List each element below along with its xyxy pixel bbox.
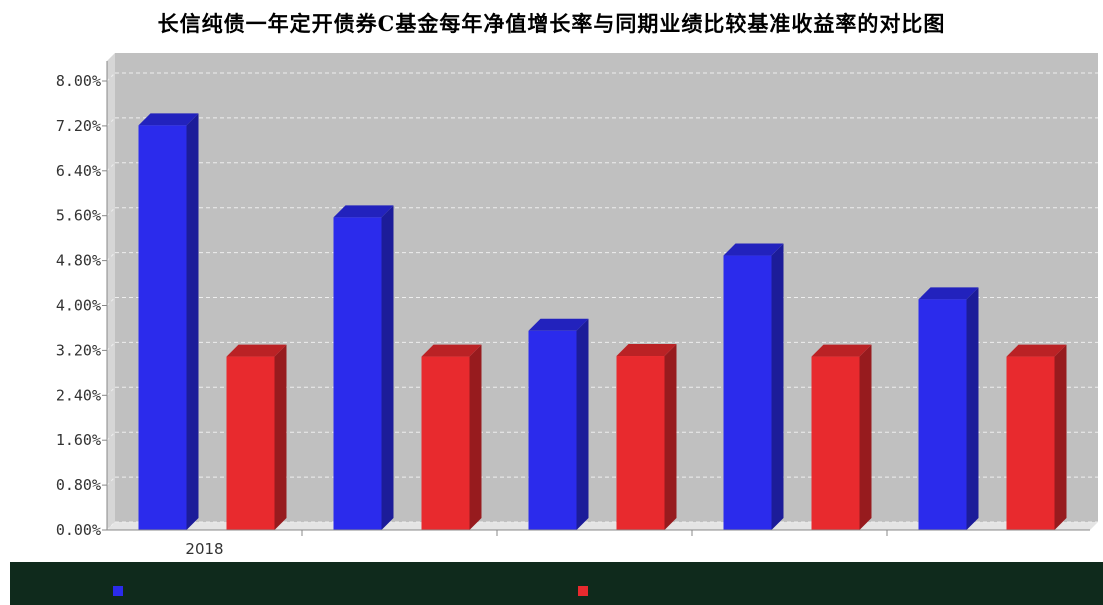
bar-side <box>274 344 287 530</box>
legend-swatch <box>578 586 588 596</box>
bar-top <box>138 113 199 126</box>
bar-side <box>576 318 589 530</box>
bar-top <box>528 318 589 331</box>
bar-top <box>616 344 677 357</box>
y-tick-label: 8.00% <box>56 72 101 90</box>
y-tick-label: 0.00% <box>56 521 101 539</box>
bar <box>723 255 772 530</box>
y-tick-label: 4.80% <box>56 252 101 270</box>
bar-side <box>469 344 482 530</box>
bar-side <box>859 344 872 530</box>
gridline-side <box>106 297 116 306</box>
bars <box>138 113 1067 531</box>
y-tick-label: 5.60% <box>56 207 101 225</box>
gridline-side <box>106 521 116 531</box>
bar <box>616 356 665 530</box>
gridline-side <box>106 162 116 172</box>
bar-top <box>421 344 482 357</box>
y-tick-label: 4.00% <box>56 297 101 315</box>
bar-side <box>966 287 979 530</box>
bar-top <box>918 287 979 300</box>
x-tick-label: 2018 <box>185 540 223 558</box>
bar-side <box>381 205 394 531</box>
gridline-side <box>106 342 116 351</box>
legend-swatch <box>113 586 123 596</box>
gridline-side <box>106 117 116 127</box>
bar-top <box>723 243 784 256</box>
chart-title: 长信纯债一年定开债券C基金每年净值增长率与同期业绩比较基准收益率的对比图 <box>157 11 946 36</box>
bar <box>226 356 275 530</box>
bar-side <box>186 113 199 531</box>
bar-side <box>664 344 677 530</box>
bar-top <box>1006 344 1067 357</box>
gridline-side <box>106 72 116 82</box>
bar <box>138 125 187 531</box>
bar-side <box>771 243 784 530</box>
gridline-side <box>106 207 116 217</box>
axes <box>106 61 1090 531</box>
gridline-side <box>106 386 116 396</box>
y-tick-label: 2.40% <box>56 386 101 404</box>
gridline-side <box>106 252 116 261</box>
bar <box>528 330 577 530</box>
y-tick-labels: 0.00% 0.80% 1.60% 2.40% 3.20% 4.00% 4.80% 5.60%… <box>56 72 107 539</box>
bar <box>811 356 860 530</box>
y-tick-label: 6.40% <box>56 162 101 180</box>
y-tick-label: 0.80% <box>56 476 101 494</box>
bar-top <box>333 205 394 218</box>
plot-side-wall <box>107 53 115 530</box>
bar <box>918 299 967 530</box>
bar-side <box>1054 344 1067 530</box>
bar <box>1006 356 1055 530</box>
bar-top <box>226 344 287 357</box>
y-tick-label: 3.20% <box>56 341 101 359</box>
gridline-side <box>106 476 116 486</box>
y-tick-label: 1.60% <box>56 431 101 449</box>
gridline-side <box>106 431 116 441</box>
legend <box>10 562 1103 605</box>
bar <box>421 356 470 530</box>
y-tick-label: 7.20% <box>56 117 101 135</box>
bar <box>333 217 382 531</box>
bar-top <box>811 344 872 357</box>
x-tick-labels: 2018 <box>185 530 888 558</box>
